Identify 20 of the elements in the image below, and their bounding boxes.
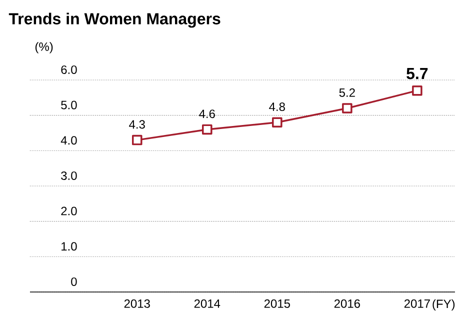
y-axis-title: (%) <box>35 42 53 54</box>
y-tick-label: 0 <box>71 277 77 286</box>
y-tick-label: 1.0 <box>62 242 77 251</box>
x-axis-title: (FY) <box>432 299 455 311</box>
y-tick-label: 3.0 <box>61 171 77 180</box>
x-tick-label: 2014 <box>194 299 220 308</box>
data-label: 4.3 <box>129 120 145 129</box>
data-label: 4.6 <box>199 110 215 118</box>
data-label: 5.2 <box>339 88 355 97</box>
x-tick-label: 2017 <box>404 299 430 308</box>
x-tick-label: 2013 <box>124 299 150 308</box>
x-tick-label: 2015 <box>264 299 290 308</box>
y-tick-label: 4.0 <box>60 136 77 145</box>
x-tick-label: 2016 <box>334 299 360 308</box>
data-label: 5.7 <box>406 68 428 80</box>
y-tick-label: 5.0 <box>61 100 77 110</box>
y-tick-label: 6.0 <box>61 65 77 74</box>
data-label: 4.8 <box>269 102 285 112</box>
chart-title: Trends in Women Managers <box>8 12 220 28</box>
y-tick-label: 2.0 <box>61 206 77 216</box>
